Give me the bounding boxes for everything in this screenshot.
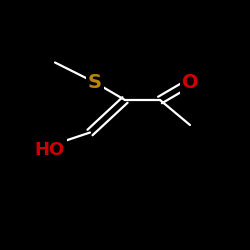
Text: O: O: [182, 73, 198, 92]
Text: HO: HO: [35, 141, 65, 159]
Text: S: S: [88, 73, 102, 92]
